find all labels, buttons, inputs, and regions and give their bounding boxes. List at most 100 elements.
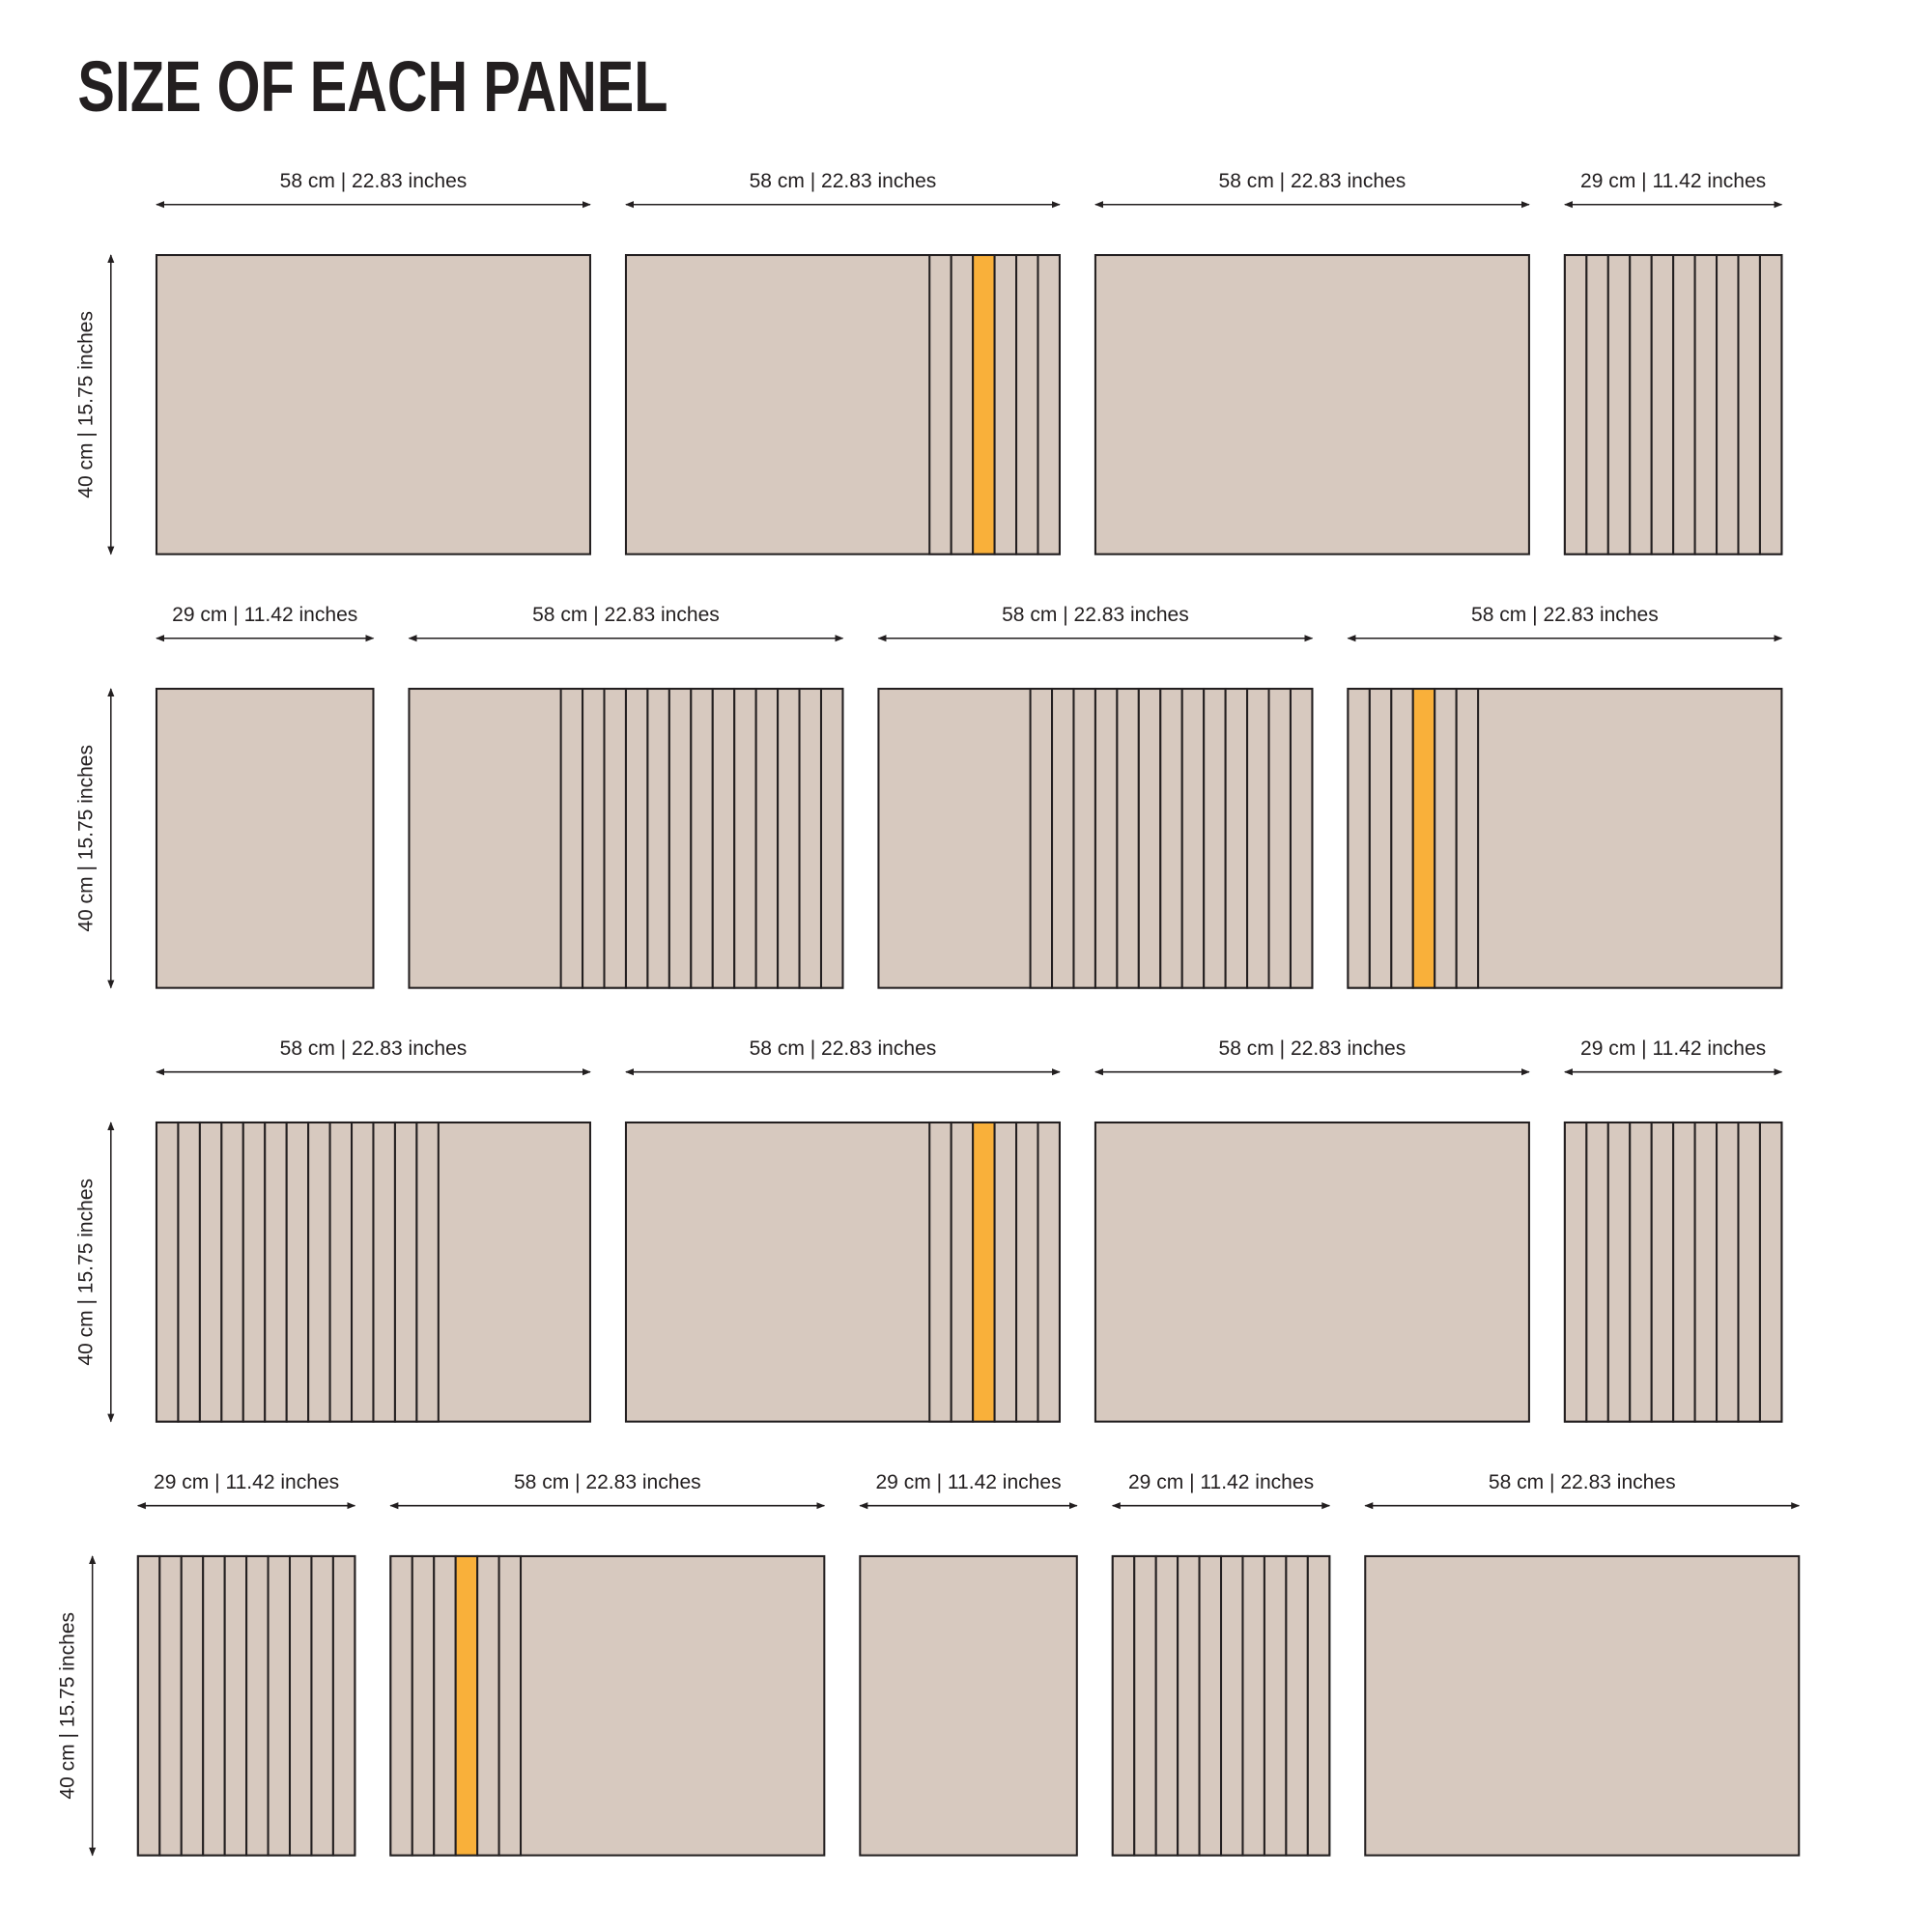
width-label: 29 cm | 11.42 inches [1580, 170, 1766, 192]
slat [1285, 1554, 1309, 1857]
slat [1224, 687, 1249, 989]
slat [497, 1554, 523, 1857]
panel: 29 cm | 11.42 inches [1563, 1037, 1783, 1423]
slat [1177, 1554, 1201, 1857]
width-label: 29 cm | 11.42 inches [1128, 1471, 1314, 1493]
width-label: 29 cm | 11.42 inches [172, 604, 357, 626]
panel-body [1094, 1121, 1530, 1423]
slat [1133, 1554, 1157, 1857]
slat [950, 254, 975, 555]
panel: 58 cm | 22.83 inches [624, 1037, 1061, 1423]
slat [1650, 254, 1675, 555]
panel: 58 cm | 22.83 inches [1094, 1037, 1530, 1423]
slat [245, 1554, 270, 1857]
panel: 58 cm | 22.83 inches [155, 1037, 591, 1423]
panel-body [155, 687, 375, 989]
highlighted-slat [454, 1554, 479, 1857]
slat [1180, 687, 1206, 989]
slat [310, 1554, 334, 1857]
slat [1758, 254, 1783, 555]
slat [1672, 1121, 1696, 1423]
slat [1198, 1554, 1223, 1857]
slat [1263, 1554, 1288, 1857]
slat [1390, 687, 1414, 989]
slat [754, 687, 780, 989]
slat [1072, 687, 1096, 989]
width-label: 58 cm | 22.83 inches [280, 170, 468, 192]
slat [950, 1121, 975, 1423]
width-label: 58 cm | 22.83 inches [1002, 604, 1189, 626]
slat [1306, 1554, 1331, 1857]
slat [1029, 687, 1054, 989]
slat [1585, 254, 1609, 555]
panel: 58 cm | 22.83 inches [1347, 604, 1783, 989]
panel: 58 cm | 22.83 inches [624, 170, 1061, 555]
slat [1246, 687, 1270, 989]
slat [1629, 1121, 1653, 1423]
slat [1758, 1121, 1783, 1423]
slat [1037, 254, 1061, 555]
panel: 58 cm | 22.83 inches [408, 604, 844, 989]
slat [1455, 687, 1480, 989]
panel: 58 cm | 22.83 inches [1364, 1471, 1801, 1857]
slat [1606, 1121, 1632, 1423]
slat [1137, 687, 1162, 989]
slat [1015, 254, 1039, 555]
slat [1241, 1554, 1265, 1857]
height-label: 40 cm | 15.75 inches [75, 745, 98, 932]
height-label: 40 cm | 15.75 inches [75, 1179, 98, 1366]
highlighted-slat [1411, 687, 1436, 989]
slat [1672, 254, 1696, 555]
slat [177, 1121, 201, 1423]
slat [1347, 687, 1371, 989]
slat [411, 1554, 436, 1857]
slat [1289, 687, 1314, 989]
panel-row: 40 cm | 15.75 inches 29 cm | 11.42 inches… [75, 604, 1783, 989]
panel-body [1364, 1554, 1801, 1857]
panel: 58 cm | 22.83 inches [877, 604, 1314, 989]
width-label: 58 cm | 22.83 inches [750, 170, 937, 192]
slat [223, 1554, 248, 1857]
width-label: 58 cm | 22.83 inches [532, 604, 720, 626]
width-label: 29 cm | 11.42 inches [154, 1471, 339, 1493]
slat [242, 1121, 267, 1423]
slat [415, 1121, 440, 1423]
slat [1629, 254, 1653, 555]
slat [993, 254, 1018, 555]
slat [307, 1121, 331, 1423]
width-label: 58 cm | 22.83 inches [1489, 1471, 1676, 1493]
slat [1563, 1121, 1588, 1423]
slat [1716, 1121, 1740, 1423]
width-label: 58 cm | 22.83 inches [1219, 170, 1406, 192]
panel: 58 cm | 22.83 inches [1094, 170, 1530, 555]
slat [1563, 254, 1588, 555]
slat [819, 687, 844, 989]
slat [1159, 687, 1183, 989]
panel-body [155, 254, 591, 555]
height-label: 40 cm | 15.75 inches [57, 1612, 79, 1800]
slat [798, 687, 823, 989]
slat [1267, 687, 1292, 989]
slat [1650, 1121, 1675, 1423]
highlighted-slat [972, 254, 996, 555]
panel-body [859, 1554, 1078, 1857]
panel-row: 40 cm | 15.75 inches 58 cm | 22.83 inches… [75, 1037, 1783, 1423]
slat [624, 687, 649, 989]
slat [1368, 687, 1393, 989]
slat [158, 1554, 183, 1857]
slat [1154, 1554, 1179, 1857]
slat [198, 1121, 223, 1423]
slat [777, 687, 801, 989]
slat [1693, 1121, 1719, 1423]
panel-row: 40 cm | 15.75 inches 29 cm | 11.42 inches… [57, 1471, 1801, 1857]
panel: 29 cm | 11.42 inches [136, 1471, 356, 1857]
slat [1111, 1554, 1136, 1857]
width-label: 58 cm | 22.83 inches [1219, 1037, 1406, 1060]
panel: 58 cm | 22.83 inches [389, 1471, 826, 1857]
slat [202, 1554, 226, 1857]
slat [220, 1121, 244, 1423]
slat [136, 1554, 161, 1857]
slat [155, 1121, 180, 1423]
width-label: 29 cm | 11.42 inches [1580, 1037, 1766, 1060]
